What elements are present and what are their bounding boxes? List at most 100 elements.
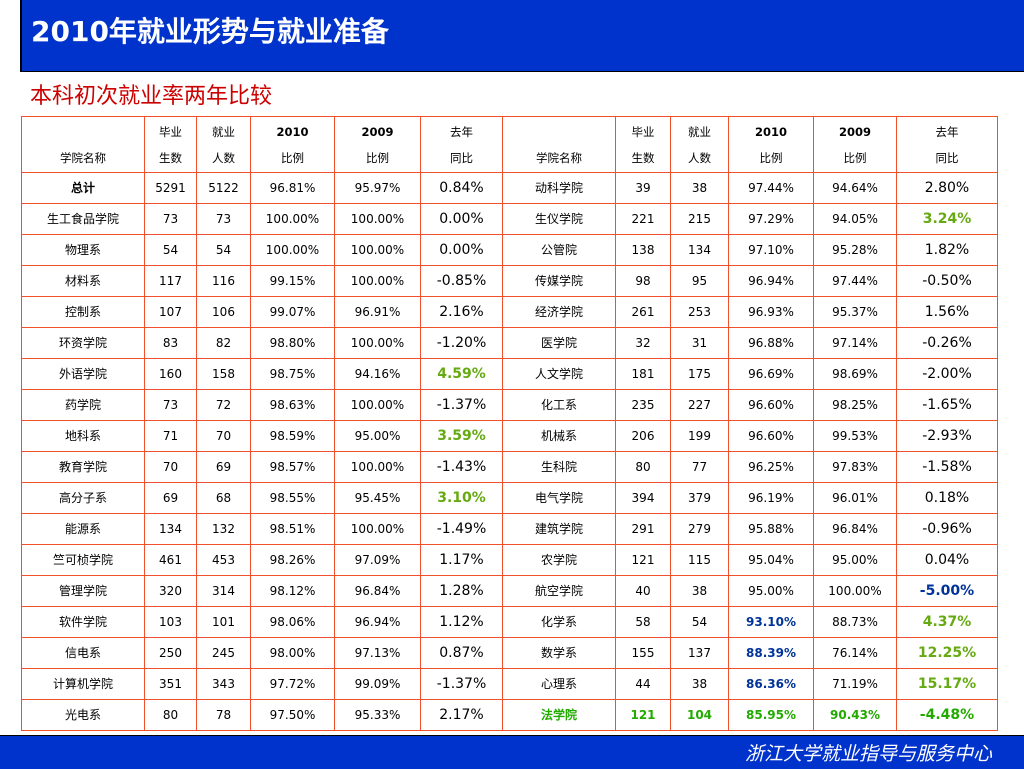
left-rate-2010-cell: 96.81% xyxy=(250,172,335,204)
header-line: 学院名称 xyxy=(536,150,582,165)
right-graduates-cell: 394 xyxy=(615,482,671,514)
left-employed-cell: 68 xyxy=(196,482,251,514)
left-employed-cell: 5122 xyxy=(196,172,251,204)
right-graduates-cell: 80 xyxy=(615,451,671,483)
left-employed-cell: 69 xyxy=(196,451,251,483)
header-line: 去年 xyxy=(450,124,473,139)
right-graduates-cell: 44 xyxy=(615,668,671,700)
slide-header: 2010年就业形势与就业准备 xyxy=(0,0,1024,73)
left-yoy-change-cell: -1.37% xyxy=(420,668,503,700)
header-line: 2010 xyxy=(276,124,309,139)
left-header-rate-2009: 2009 比例 xyxy=(334,116,421,173)
right-college-name-cell: 心理系 xyxy=(502,668,616,700)
header-line: 人数 xyxy=(212,150,235,165)
header-line: 2010 xyxy=(754,124,787,139)
footer-org-name: 浙江大学就业指导与服务中心 xyxy=(744,743,992,765)
right-rate-2009-cell: 97.14% xyxy=(813,327,897,359)
left-employed-cell: 82 xyxy=(196,327,251,359)
right-rate-2010-cell: 88.39% xyxy=(728,637,814,669)
left-yoy-change-cell: 2.16% xyxy=(420,296,503,328)
table-row: 竺可桢学院 461 453 98.26% 97.09% 1.17% 农学院 121 115 95.… xyxy=(21,544,998,576)
right-header-graduates: 毕业 生数 xyxy=(615,116,671,173)
right-yoy-change-cell: 12.25% xyxy=(896,637,998,669)
right-rate-2010-cell: 96.19% xyxy=(728,482,814,514)
left-rate-2009-cell: 100.00% xyxy=(334,451,421,483)
right-employed-cell: 199 xyxy=(670,420,729,452)
left-employed-cell: 70 xyxy=(196,420,251,452)
right-rate-2009-cell: 96.01% xyxy=(813,482,897,514)
left-rate-2010-cell: 97.72% xyxy=(250,668,335,700)
left-rate-2009-cell: 100.00% xyxy=(334,203,421,235)
right-rate-2009-cell: 97.44% xyxy=(813,265,897,297)
right-rate-2009-cell: 76.14% xyxy=(813,637,897,669)
header-line: 2009 xyxy=(838,124,871,139)
left-yoy-change-cell: -1.43% xyxy=(420,451,503,483)
header-line: 同比 xyxy=(935,150,959,165)
header-line: 同比 xyxy=(450,150,473,165)
left-college-name-cell: 竺可桢学院 xyxy=(21,544,145,576)
left-graduates-cell: 117 xyxy=(144,265,197,297)
header-line: 生数 xyxy=(159,150,182,165)
left-graduates-cell: 71 xyxy=(144,420,197,452)
right-employed-cell: 134 xyxy=(670,234,729,266)
right-yoy-change-cell: -5.00% xyxy=(896,575,998,607)
left-college-name-cell: 药学院 xyxy=(21,389,145,421)
right-yoy-change-cell: -0.50% xyxy=(896,265,998,297)
slide-subtitle: 本科初次就业率两年比较 xyxy=(30,84,273,109)
right-rate-2010-cell: 96.25% xyxy=(728,451,814,483)
right-rate-2009-cell: 95.37% xyxy=(813,296,897,328)
right-rate-2010-cell: 97.29% xyxy=(728,203,814,235)
left-yoy-change-cell: 3.10% xyxy=(420,482,503,514)
table-row: 管理学院 320 314 98.12% 96.84% 1.28% 航空学院 40 38 95.00… xyxy=(21,575,998,607)
left-rate-2009-cell: 100.00% xyxy=(334,234,421,266)
left-rate-2009-cell: 95.45% xyxy=(334,482,421,514)
right-graduates-cell: 121 xyxy=(615,699,671,731)
left-graduates-cell: 70 xyxy=(144,451,197,483)
right-rate-2010-cell: 96.93% xyxy=(728,296,814,328)
left-rate-2010-cell: 98.00% xyxy=(250,637,335,669)
header-line: 比例 xyxy=(843,150,867,165)
right-college-name-cell: 电气学院 xyxy=(502,482,616,514)
header-line: 就业 xyxy=(212,124,235,139)
right-employed-cell: 104 xyxy=(670,699,729,731)
right-header-rate-2009: 2009 比例 xyxy=(813,116,897,173)
right-rate-2010-cell: 85.95% xyxy=(728,699,814,731)
left-rate-2010-cell: 98.12% xyxy=(250,575,335,607)
right-college-name-cell: 农学院 xyxy=(502,544,616,576)
right-rate-2010-cell: 86.36% xyxy=(728,668,814,700)
right-yoy-change-cell: 0.18% xyxy=(896,482,998,514)
left-college-name-cell: 环资学院 xyxy=(21,327,145,359)
table-row: 生工食品学院 73 73 100.00% 100.00% 0.00% 生仪学院 221 215 9… xyxy=(21,203,998,235)
left-graduates-cell: 54 xyxy=(144,234,197,266)
left-rate-2009-cell: 96.91% xyxy=(334,296,421,328)
right-rate-2009-cell: 98.69% xyxy=(813,358,897,390)
left-college-name-cell: 管理学院 xyxy=(21,575,145,607)
right-employed-cell: 253 xyxy=(670,296,729,328)
left-graduates-cell: 73 xyxy=(144,203,197,235)
right-yoy-change-cell: -4.48% xyxy=(896,699,998,731)
employment-rate-table: 学院名称 毕业 生数 就业 人数 2010 比例 2009 比例 去年 同比 学院名称 毕业 生数 就业人… xyxy=(21,116,998,731)
right-employed-cell: 54 xyxy=(670,606,729,638)
left-yoy-change-cell: 2.17% xyxy=(420,699,503,731)
right-employed-cell: 38 xyxy=(670,172,729,204)
left-employed-cell: 78 xyxy=(196,699,251,731)
left-college-name-cell: 外语学院 xyxy=(21,358,145,390)
left-yoy-change-cell: 1.12% xyxy=(420,606,503,638)
right-yoy-change-cell: 0.04% xyxy=(896,544,998,576)
right-header-employed: 就业 人数 xyxy=(670,116,729,173)
table-row: 地科系 71 70 98.59% 95.00% 3.59% 机械系 206 199 96.60% 9… xyxy=(21,420,998,452)
right-employed-cell: 279 xyxy=(670,513,729,545)
right-rate-2009-cell: 96.84% xyxy=(813,513,897,545)
right-college-name-cell: 法学院 xyxy=(502,699,616,731)
left-graduates-cell: 134 xyxy=(144,513,197,545)
right-yoy-change-cell: -0.26% xyxy=(896,327,998,359)
right-graduates-cell: 39 xyxy=(615,172,671,204)
right-employed-cell: 215 xyxy=(670,203,729,235)
right-college-name-cell: 公管院 xyxy=(502,234,616,266)
right-college-name-cell: 生仪学院 xyxy=(502,203,616,235)
left-employed-cell: 453 xyxy=(196,544,251,576)
left-yoy-change-cell: -1.49% xyxy=(420,513,503,545)
left-header-graduates: 毕业 生数 xyxy=(144,116,197,173)
right-rate-2010-cell: 97.44% xyxy=(728,172,814,204)
right-graduates-cell: 206 xyxy=(615,420,671,452)
